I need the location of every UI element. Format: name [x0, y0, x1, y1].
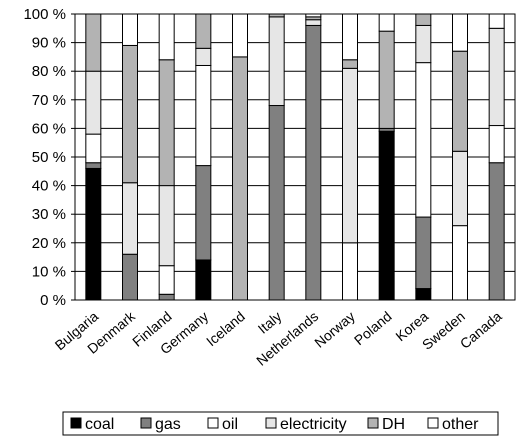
bar-segment-DH: [415, 13, 432, 26]
bar-segment-electricity: [488, 27, 505, 127]
legend: coal gas oil electricity DH other: [62, 411, 499, 436]
bar-segment-DH: [158, 59, 175, 187]
x-tick-label: Norway: [311, 308, 358, 351]
legend-swatch-electricity: [265, 417, 277, 429]
bar-segment-oil: [488, 125, 505, 164]
legend-box: [62, 411, 499, 436]
y-tick-label: 40 %: [32, 178, 66, 195]
bar-segment-other: [158, 13, 175, 61]
x-tick-label: Iceland: [203, 308, 248, 349]
bar-segment-other: [342, 13, 358, 61]
bar-segment-DH: [342, 59, 358, 69]
bar-segment-electricity: [342, 67, 358, 244]
gridlines: [75, 13, 515, 272]
bar-segment-oil: [85, 133, 102, 164]
bar-segment-coal: [195, 259, 212, 301]
legend-swatch-oil: [207, 417, 219, 429]
y-tick-label: 60 %: [32, 120, 66, 137]
bar-segment-other: [452, 13, 468, 52]
legend-swatch-gas: [140, 417, 152, 429]
bar-segment-DH: [232, 56, 248, 301]
legend-label-oil: oil: [222, 416, 238, 433]
legend-label-electricity: electricity: [280, 416, 347, 433]
bar-segment-oil: [342, 242, 358, 301]
x-tick-label: Poland: [351, 308, 395, 348]
y-tick-label: 80 %: [32, 63, 66, 80]
bar-segment-gas: [268, 105, 285, 301]
bar-segment-electricity: [122, 182, 138, 255]
bar-segment-electricity: [195, 47, 212, 66]
bar-segment-DH: [85, 13, 102, 72]
bars: [85, 13, 505, 301]
legend-swatch-DH: [367, 417, 379, 429]
bar-segment-gas: [85, 162, 102, 169]
bar-segment-gas: [195, 165, 212, 261]
x-tick-label: Canada: [457, 308, 505, 352]
y-tick-label: 50 %: [32, 149, 66, 166]
plot-frame: [74, 13, 516, 301]
bar-segment-electricity: [85, 70, 102, 135]
bar-segment-gas: [488, 162, 505, 301]
bar-segment-gas: [158, 293, 175, 301]
bar-segment-oil: [158, 265, 175, 295]
bar-segment-oil: [195, 64, 212, 167]
y-tick-label: 20 %: [32, 235, 66, 252]
y-tick-label: 100 %: [23, 6, 66, 23]
bar-segment-electricity: [158, 185, 175, 267]
legend-label-coal: coal: [85, 416, 114, 433]
bar-segment-oil: [452, 225, 468, 301]
bar-segment-gas: [122, 253, 138, 301]
bar-segment-DH: [122, 44, 138, 184]
bar-segment-electricity: [452, 150, 468, 227]
bar-segment-gas: [415, 216, 432, 290]
bar-segment-other: [232, 13, 248, 58]
bar-segment-DH: [378, 30, 395, 129]
bar-segment-coal: [415, 288, 432, 301]
bar-segment-electricity: [268, 16, 285, 107]
legend-label-other: other: [442, 416, 479, 433]
y-tick-label: 0 %: [40, 292, 66, 309]
bar-segment-coal: [378, 130, 395, 301]
bar-segment-other: [378, 13, 395, 32]
y-tick-label: 90 %: [32, 35, 66, 52]
bar-segment-other: [488, 13, 505, 29]
y-tick-label: 10 %: [32, 263, 66, 280]
y-tick-label: 70 %: [32, 92, 66, 109]
legend-label-gas: gas: [155, 416, 181, 433]
y-tick-labels: 0 % 10 % 20 % 30 % 40 % 50 % 60 % 70 % 80 % 90 % 1…: [23, 6, 66, 309]
legend-label-DH: DH: [382, 416, 405, 433]
x-tick-label: Italy: [255, 308, 285, 337]
legend-swatch-coal: [70, 417, 82, 429]
bar-segment-electricity: [305, 19, 322, 26]
bar-segment-gas: [305, 24, 322, 301]
bar-segment-DH: [195, 13, 212, 49]
y-tick-label: 30 %: [32, 206, 66, 223]
bar-segment-other: [122, 13, 138, 46]
bar-segment-oil: [415, 62, 432, 218]
bar-segment-electricity: [415, 24, 432, 64]
bar-segment-coal: [85, 167, 102, 301]
bar-segment-DH: [452, 50, 468, 152]
legend-swatch-other: [427, 417, 439, 429]
axes: [71, 13, 516, 301]
